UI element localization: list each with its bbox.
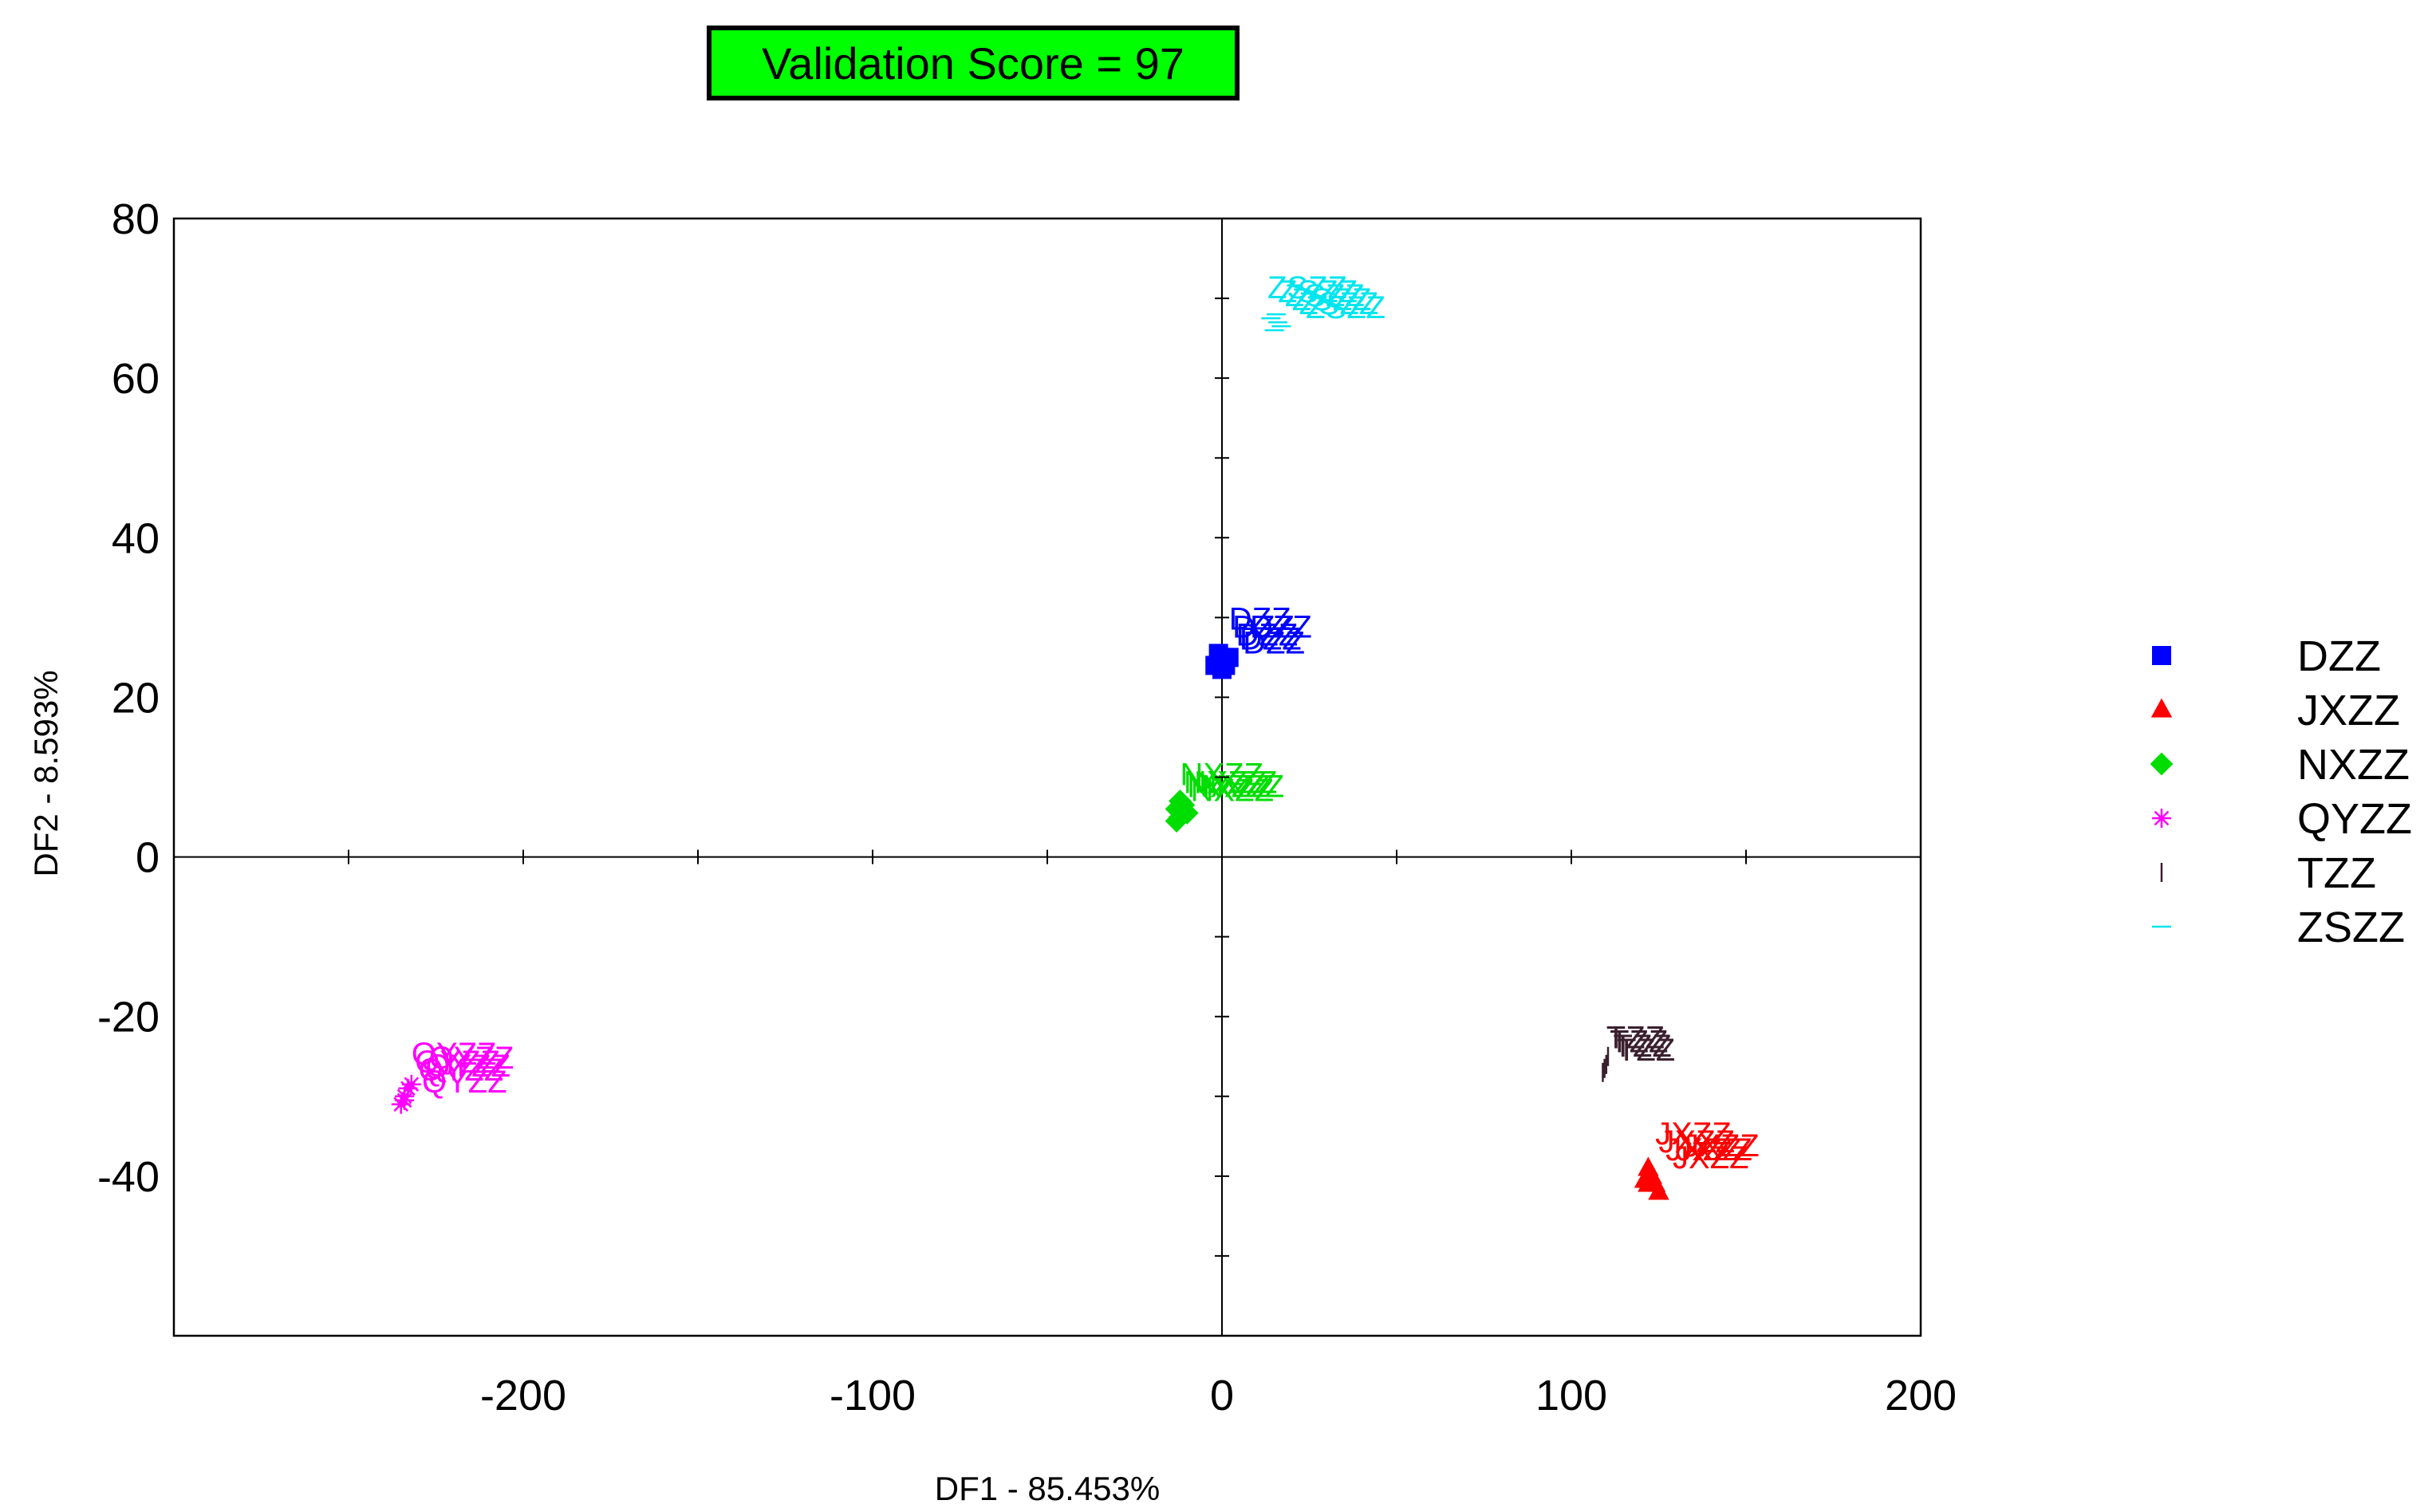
legend-marker-jxzz (2150, 698, 2173, 718)
data-point (1169, 789, 1192, 813)
point-label: QYZZ (429, 1041, 514, 1076)
point-label: DZZ (1232, 609, 1295, 644)
y-axis-label: DF2 - 8.593% (27, 670, 65, 877)
legend-label-qyzz: QYZZ (2297, 795, 2412, 843)
legend-label-nxzz: NXZZ (2297, 741, 2410, 789)
point-label: JXZZ (1665, 1132, 1742, 1167)
plot-frame (172, 217, 1922, 1337)
point-label: NXZZ (1191, 774, 1274, 809)
point-label: DZZ (1250, 609, 1312, 644)
point-label: ZSZZ (1285, 278, 1365, 313)
point-label: ZSZZ (1292, 282, 1372, 317)
point-label: QYZZ (412, 1037, 497, 1072)
point-label: ZSZZ (1267, 270, 1347, 305)
point-label: JXZZ (1673, 1140, 1749, 1175)
point-label: TZZ (1610, 1025, 1668, 1060)
x-axis-label: DF1 - 85.453% (934, 1470, 1161, 1507)
data-point (1219, 648, 1239, 667)
y-tick-label: 20 (112, 674, 160, 722)
y-tick-label: -40 (97, 1153, 160, 1201)
data-point (401, 1074, 421, 1094)
point-label: TZZ (1606, 1021, 1665, 1056)
x-tick-label: -200 (480, 1372, 566, 1419)
legend-marker-dzz (2152, 646, 2171, 665)
data-point (1648, 1180, 1669, 1200)
point-label: ZSZZ (1306, 290, 1385, 325)
point-label: DZZ (1229, 601, 1291, 636)
point-label: JXZZ (1659, 1124, 1736, 1160)
legend-label-jxzz: JXZZ (2297, 687, 2400, 734)
legend-label-dzz: DZZ (2297, 632, 2381, 680)
point-label: NXZZ (1184, 766, 1267, 801)
x-tick-label: 0 (1210, 1372, 1234, 1419)
x-tick-label: 200 (1885, 1372, 1957, 1419)
y-tick-label: 60 (112, 355, 160, 403)
validation-score-box: Validation Score = 97 (707, 26, 1240, 100)
point-label: NXZZ (1194, 766, 1277, 801)
legend-label-tzz: TZZ (2297, 849, 2376, 897)
point-label: ZSZZ (1278, 274, 1358, 309)
y-tick-label: 0 (136, 834, 160, 882)
point-label: DZZ (1236, 617, 1299, 652)
point-label: ZSZZ (1299, 286, 1378, 321)
point-label: QYZZ (415, 1045, 500, 1080)
point-label: NXZZ (1180, 758, 1263, 793)
point-label: QYZZ (422, 1065, 507, 1100)
point-label: NXZZ (1201, 770, 1284, 805)
point-label: TZZ (1614, 1029, 1672, 1064)
point-label: QYZZ (425, 1049, 510, 1084)
point-label: JXZZ (1683, 1128, 1760, 1164)
point-label: DZZ (1243, 625, 1305, 660)
point-label: TZZ (1617, 1033, 1675, 1068)
legend-marker-nxzz (2150, 752, 2174, 776)
legend-label-zszz: ZSZZ (2297, 904, 2405, 951)
legend-marker-qyzz (2152, 809, 2171, 828)
point-label: QYZZ (419, 1053, 504, 1088)
y-tick-label: 40 (112, 514, 160, 562)
data-point (1175, 801, 1199, 825)
data-point (1638, 1172, 1659, 1192)
x-tick-label: 100 (1535, 1372, 1607, 1419)
validation-score-text: Validation Score = 97 (762, 37, 1184, 89)
point-label: NXZZ (1187, 770, 1270, 805)
legend: DZZ JXZZ NXZZ QYZZ TZZ ZSZZ (2150, 632, 2412, 951)
point-label: JXZZ (1655, 1116, 1732, 1152)
y-tick-label: 80 (112, 195, 160, 243)
point-label: DZZ (1240, 621, 1302, 656)
point-label: JXZZ (1676, 1132, 1752, 1167)
data-point (395, 1090, 415, 1110)
x-tick-label: -100 (830, 1372, 916, 1419)
y-tick-label: -20 (97, 994, 160, 1041)
